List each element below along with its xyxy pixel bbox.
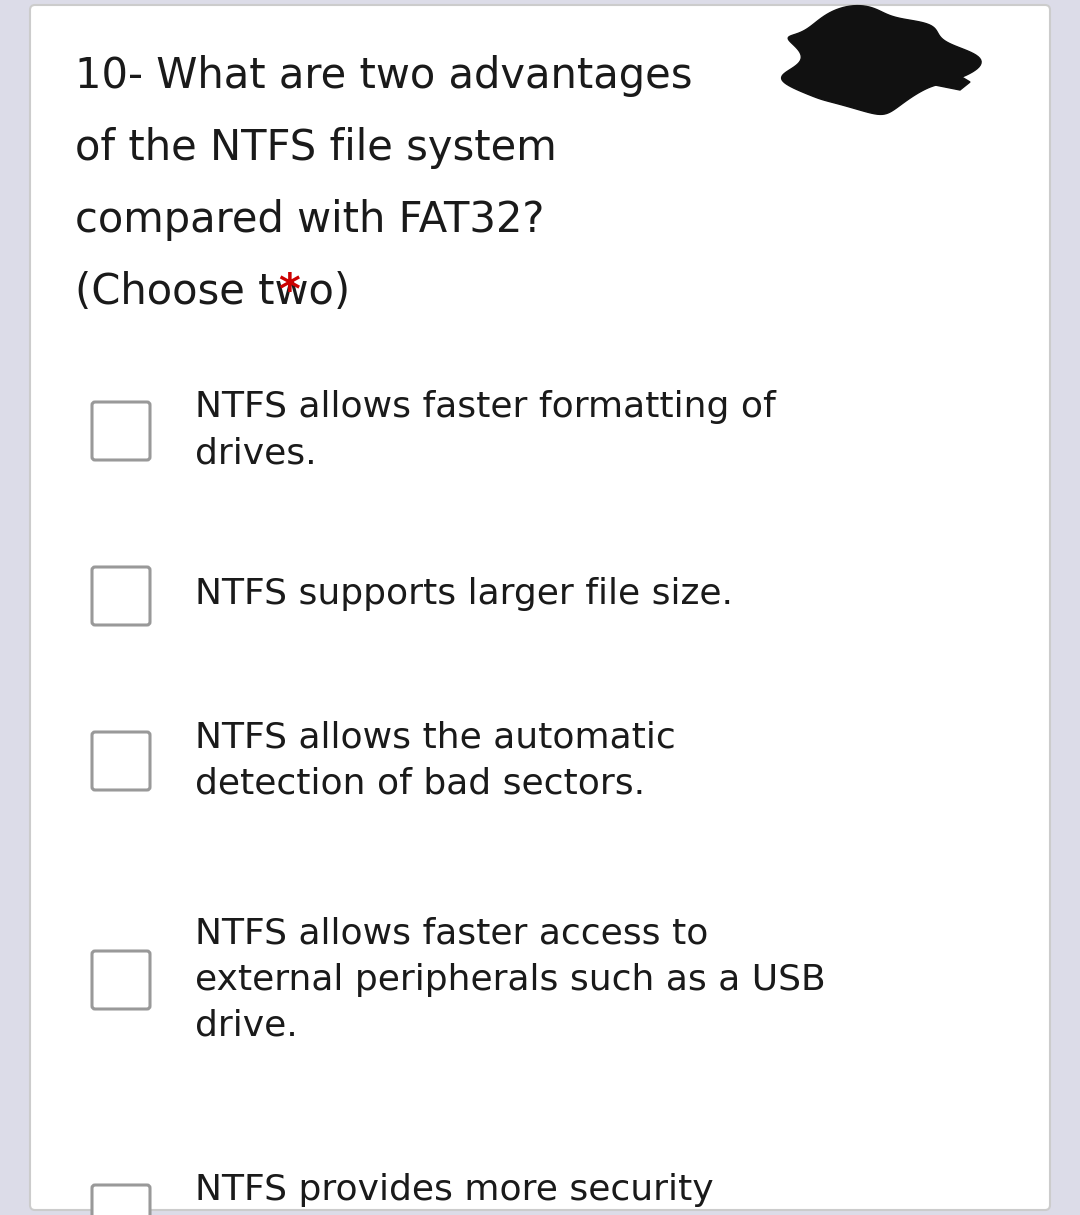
- Text: 10- What are two advantages: 10- What are two advantages: [75, 55, 692, 97]
- Text: NTFS allows faster formatting of: NTFS allows faster formatting of: [195, 390, 775, 424]
- Text: *: *: [278, 271, 299, 313]
- Text: drives.: drives.: [195, 436, 316, 470]
- Text: NTFS allows the automatic: NTFS allows the automatic: [195, 720, 676, 755]
- FancyBboxPatch shape: [92, 402, 150, 460]
- FancyBboxPatch shape: [92, 951, 150, 1008]
- Text: external peripherals such as a USB: external peripherals such as a USB: [195, 963, 825, 998]
- Text: NTFS allows faster access to: NTFS allows faster access to: [195, 917, 708, 951]
- Polygon shape: [782, 6, 981, 114]
- Text: detection of bad sectors.: detection of bad sectors.: [195, 765, 645, 799]
- Text: (Choose two): (Choose two): [75, 271, 363, 313]
- Polygon shape: [910, 70, 970, 90]
- Text: of the NTFS file system: of the NTFS file system: [75, 128, 557, 169]
- Text: NTFS provides more security: NTFS provides more security: [195, 1172, 714, 1206]
- FancyBboxPatch shape: [92, 731, 150, 790]
- Text: drive.: drive.: [195, 1008, 298, 1042]
- FancyBboxPatch shape: [92, 1185, 150, 1215]
- Text: compared with FAT32?: compared with FAT32?: [75, 199, 544, 241]
- FancyBboxPatch shape: [92, 567, 150, 625]
- Text: NTFS supports larger file size.: NTFS supports larger file size.: [195, 577, 733, 611]
- FancyBboxPatch shape: [30, 5, 1050, 1210]
